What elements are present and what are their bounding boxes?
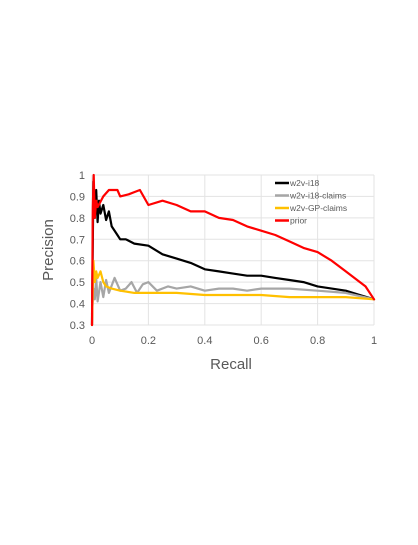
y-tick-label: 0.5 (70, 277, 85, 289)
series-layer (90, 173, 376, 327)
x-axis-title: Recall (210, 356, 252, 373)
y-tick-label: 0.8 (70, 213, 85, 225)
legend-label-w2v-gp-claims: w2v-GP-claims (289, 203, 347, 213)
y-tick-label: 0.6 (70, 256, 85, 268)
y-axis-title: Precision (40, 219, 57, 281)
series-line-w2v-i18-claims (90, 276, 376, 316)
x-tick-label: 1 (371, 335, 377, 347)
x-tick-label: 0.6 (254, 335, 269, 347)
legend-label-w2v-i18: w2v-i18 (289, 178, 320, 188)
series-line-prior (90, 173, 376, 327)
x-tick-label: 0.2 (141, 335, 156, 347)
legend: w2v-i18 w2v-i18-claims w2v-GP-claims prior (275, 178, 347, 226)
x-tick-label: 0 (89, 335, 95, 347)
y-tick-label: 0.3 (70, 320, 85, 332)
legend-label-prior: prior (290, 216, 307, 226)
x-tick-label: 0.4 (197, 335, 212, 347)
y-tick-label: 0.4 (70, 299, 85, 311)
tick-layer: 0.3 0.4 0.5 0.6 0.7 0.8 0.9 1 0 0.2 0.4 0.6 0.8 1 (70, 170, 377, 347)
y-tick-label: 1 (79, 170, 85, 182)
series-line-w2v-gp-claims (90, 259, 376, 327)
y-tick-label: 0.7 (70, 234, 85, 246)
y-tick-label: 0.9 (70, 191, 85, 203)
x-tick-label: 0.8 (310, 335, 325, 347)
legend-label-w2v-i18-claims: w2v-i18-claims (289, 191, 346, 201)
